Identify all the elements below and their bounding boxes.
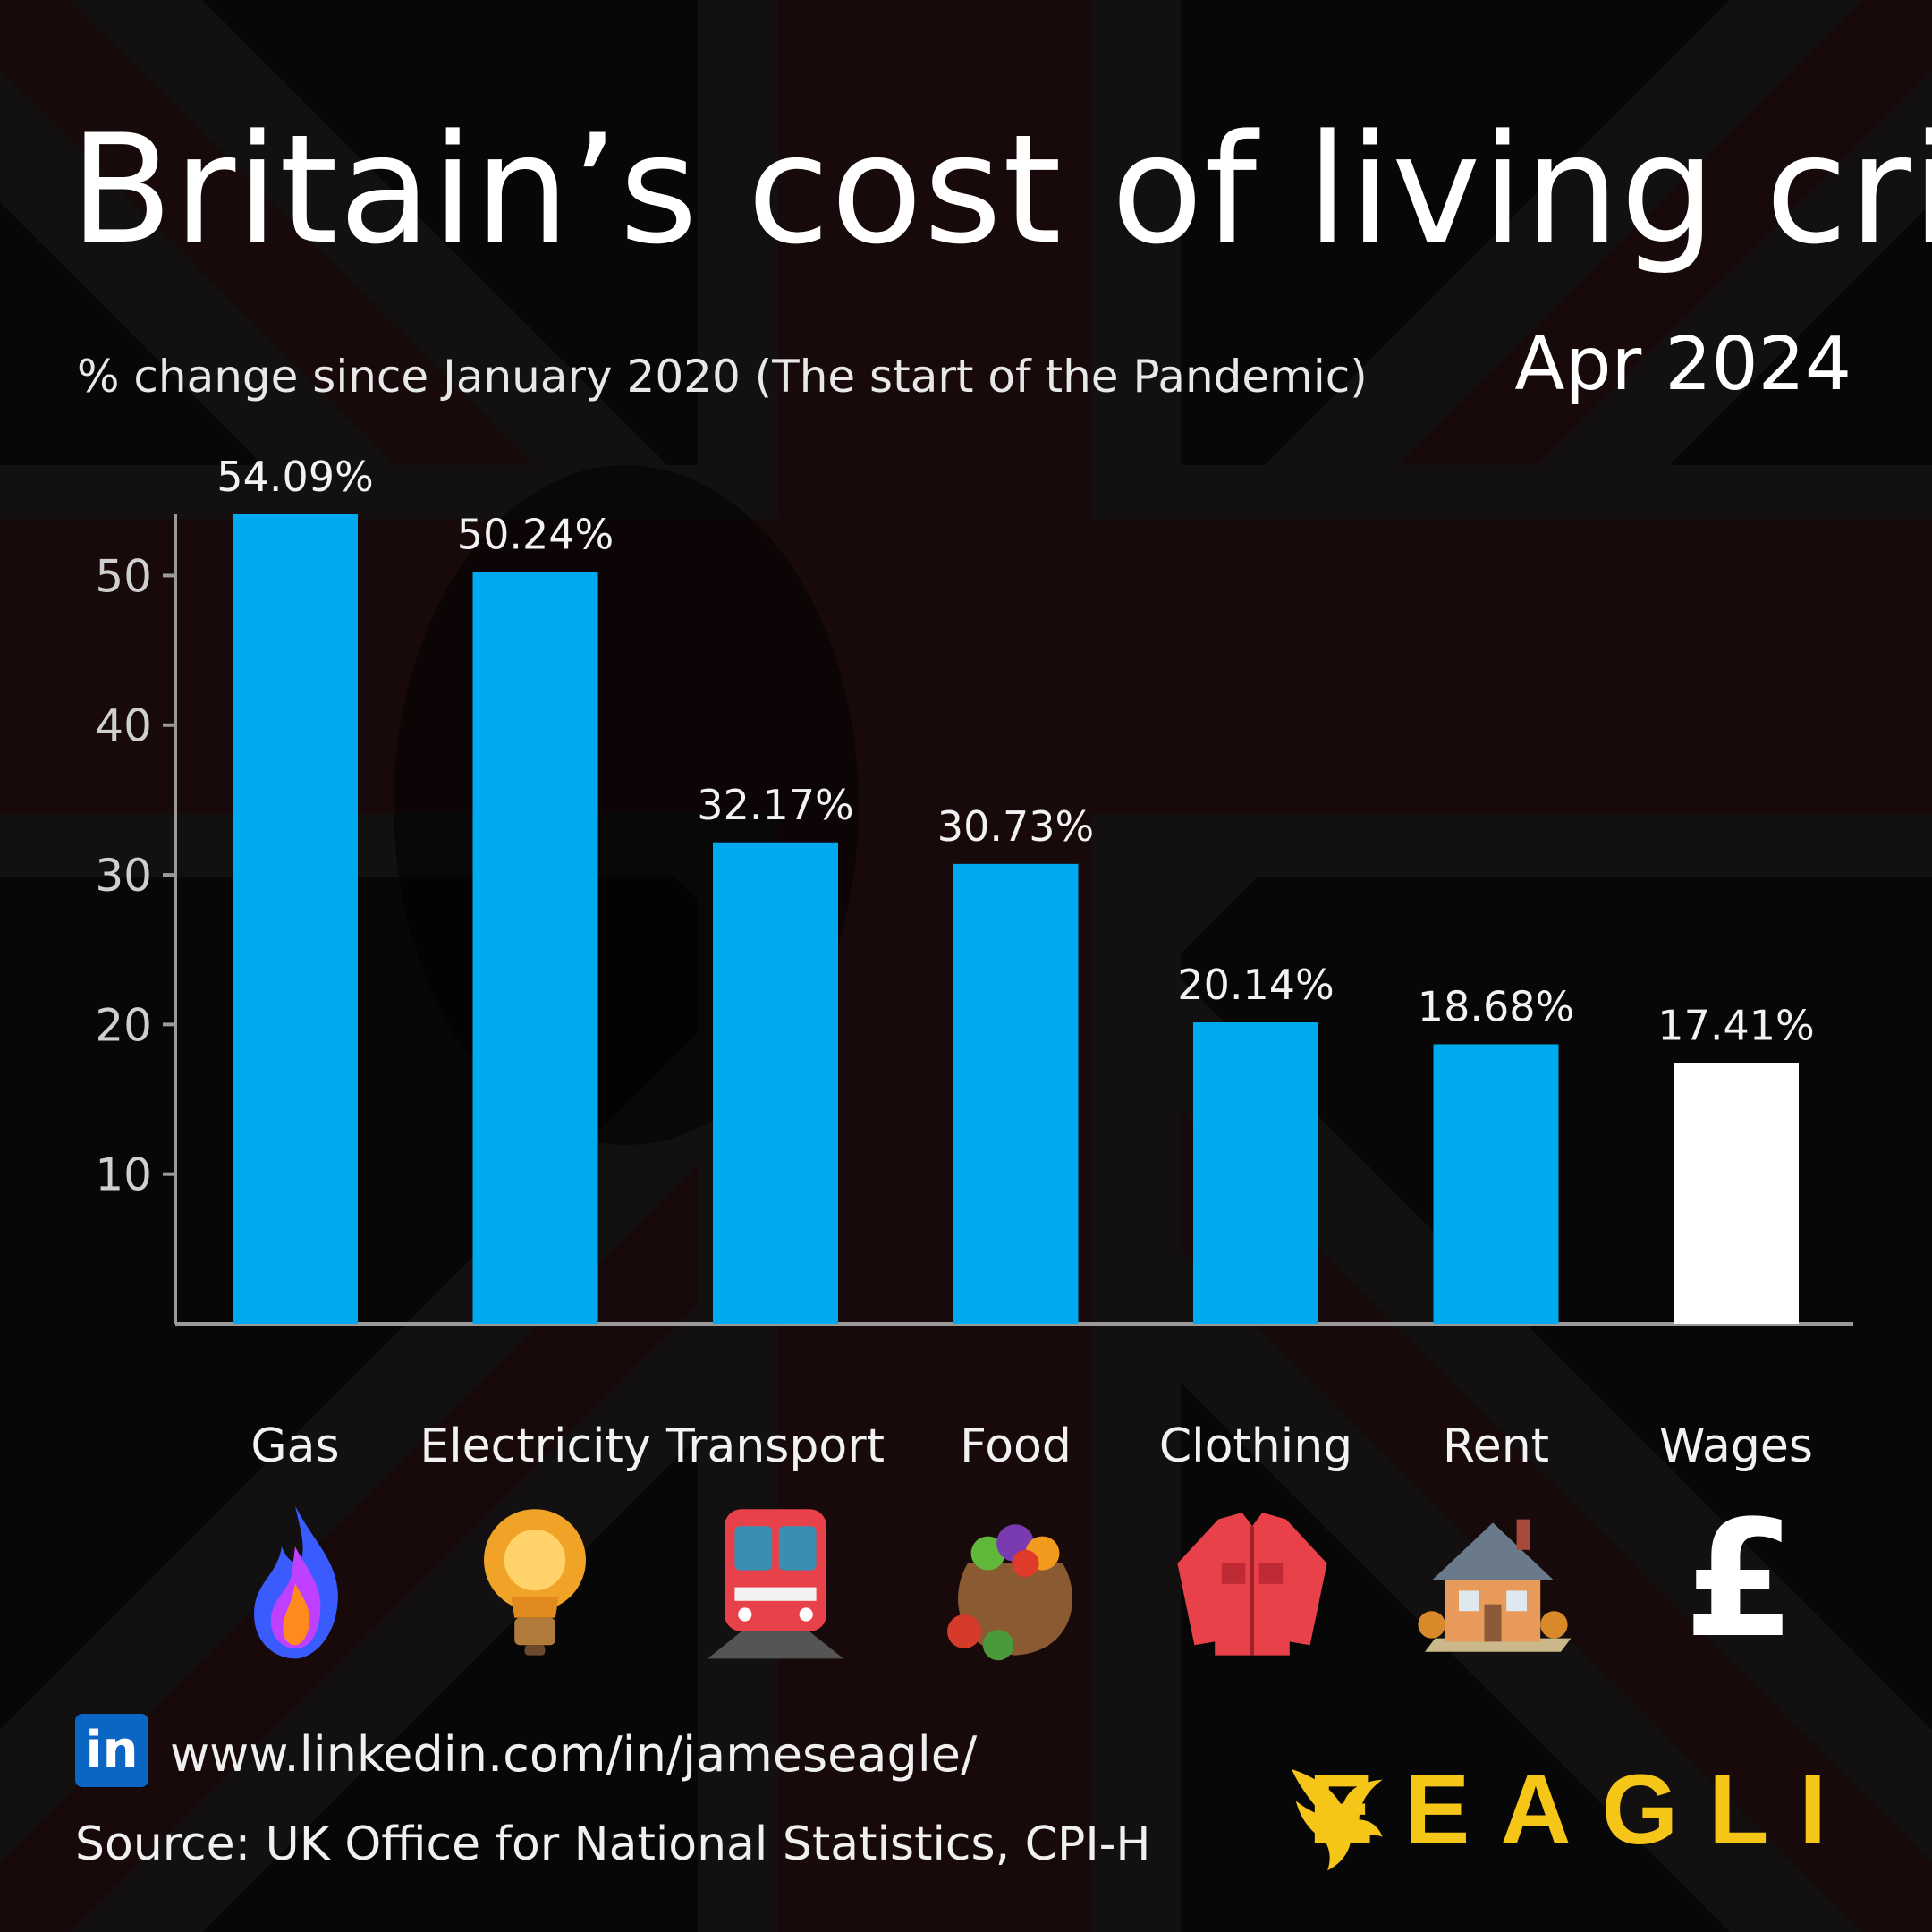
bar-wages	[1674, 1063, 1799, 1324]
bar-gas	[233, 514, 358, 1324]
data-label-transport: 32.17%	[697, 781, 853, 829]
flame-icon	[254, 1505, 338, 1659]
category-label-electricity: Electricity	[419, 1419, 650, 1473]
category-label-food: Food	[960, 1419, 1072, 1473]
linkedin-url[interactable]: www.linkedin.com/in/jameseagle/	[170, 1726, 978, 1783]
data-label-wages: 17.41%	[1657, 1002, 1814, 1050]
data-label-clothing: 20.14%	[1177, 961, 1334, 1009]
category-label-transport: Transport	[665, 1419, 885, 1473]
light-bulb-icon	[484, 1509, 586, 1656]
bar-clothing	[1193, 1022, 1318, 1324]
eagle-logo-icon	[1292, 1768, 1383, 1871]
linkedin-icon[interactable]: in	[75, 1714, 148, 1787]
date-label: Apr 2024	[1514, 322, 1852, 407]
train-icon	[708, 1509, 843, 1659]
bar-transport	[713, 842, 838, 1324]
bar-rent	[1433, 1044, 1559, 1324]
data-label-gas: 54.09%	[216, 453, 373, 501]
shirt-icon	[1177, 1513, 1327, 1656]
pound-sign-icon: £	[1683, 1487, 1796, 1674]
bar-food	[953, 863, 1079, 1324]
y-tick-label: 40	[95, 700, 152, 752]
bar-electricity	[472, 572, 598, 1324]
data-label-food: 30.73%	[937, 802, 1094, 851]
data-label-electricity: 50.24%	[457, 510, 614, 558]
category-label-gas: Gas	[250, 1419, 339, 1473]
food-sack-icon	[947, 1524, 1072, 1661]
chart-subtitle: % change since January 2020 (The start o…	[77, 351, 1368, 402]
category-label-clothing: Clothing	[1159, 1419, 1352, 1473]
y-tick-label: 30	[95, 850, 152, 902]
house-icon	[1418, 1519, 1572, 1652]
data-label-rent: 18.68%	[1418, 982, 1574, 1030]
y-tick-label: 20	[95, 999, 152, 1051]
chart-title: Britain’s cost of living crisis	[70, 102, 1932, 277]
source-note: Source: UK Office for National Statistic…	[75, 1818, 1151, 1871]
category-label-wages: Wages	[1659, 1419, 1813, 1473]
brand-wordmark: EEAGLI	[1308, 1755, 1857, 1865]
y-tick-label: 50	[95, 550, 152, 602]
y-tick-label: 10	[95, 1149, 152, 1201]
category-label-rent: Rent	[1443, 1419, 1549, 1473]
